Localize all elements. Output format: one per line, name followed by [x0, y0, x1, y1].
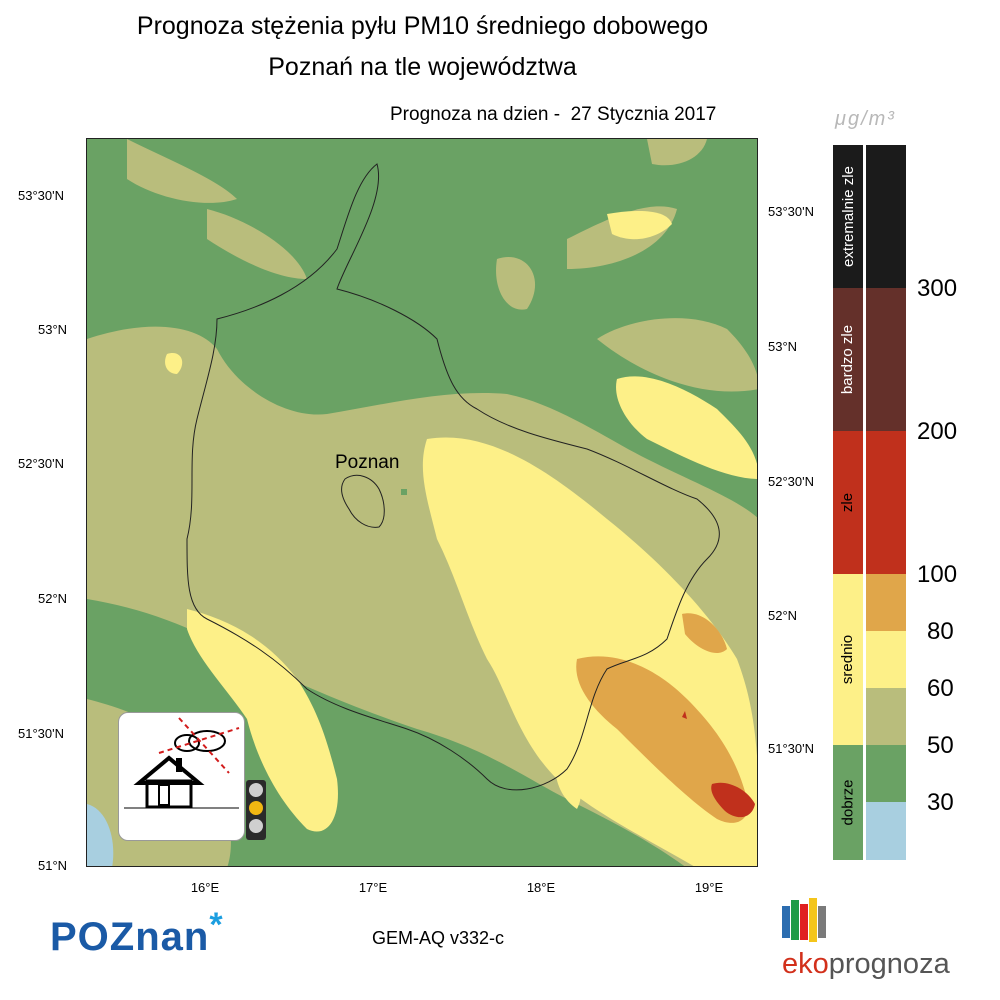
- scale-segment: [866, 688, 906, 745]
- cat-dobrze: dobrze: [833, 745, 863, 860]
- lat-label-left-1: 53°30'N: [18, 188, 64, 203]
- lat-label-right-4: 52°N: [768, 608, 798, 623]
- cat-bardzo-zle: bardzo zle: [833, 288, 863, 431]
- lat-label-right-3: 52°30'N: [768, 474, 814, 489]
- tick-60: 60: [927, 675, 954, 702]
- tick-50: 50: [927, 732, 954, 759]
- traffic-light-icon: [246, 780, 266, 840]
- lat-label-right-5: 51°30'N: [768, 741, 814, 756]
- scale-segment: [866, 574, 906, 631]
- tick-300: 300: [917, 275, 958, 302]
- scale-segment: [866, 802, 906, 860]
- lat-label-right-1: 53°30'N: [768, 204, 814, 219]
- scale-segment: [866, 288, 906, 431]
- tick-80: 80: [927, 618, 954, 645]
- scale-segment: [866, 431, 906, 574]
- scale-bar: [866, 145, 906, 860]
- lat-label-left-3: 52°30'N: [18, 456, 64, 471]
- poznan-city-outline: [341, 474, 385, 528]
- cat-extremalnie-zle: extremalnie zle: [833, 145, 863, 288]
- poznan-logo: POZnan*: [50, 906, 224, 959]
- ekoprognoza-icon: [782, 898, 832, 949]
- model-label: GEM-AQ v332-c: [372, 928, 505, 948]
- cat-zle: zle: [833, 431, 863, 574]
- lon-label-1: 16°E: [190, 880, 220, 895]
- scale-segment: [866, 631, 906, 688]
- zone-red: [682, 711, 755, 818]
- lat-label-left-6: 51°N: [38, 858, 68, 873]
- lat-label-right-2: 53°N: [768, 339, 798, 354]
- city-label: Poznan: [335, 452, 400, 473]
- lat-label-left-4: 52°N: [38, 591, 68, 606]
- lat-label-left-2: 53°N: [38, 322, 68, 337]
- chart-title: Prognoza stężenia pyłu PM10 średniego do…: [136, 12, 709, 40]
- lon-label-3: 18°E: [526, 880, 556, 895]
- water-zone: [87, 804, 114, 866]
- lat-label-left-5: 51°30'N: [18, 726, 64, 741]
- scale-segment: [866, 745, 906, 802]
- cat-srednio: srednio: [833, 574, 863, 745]
- voivodeship-border: [186, 163, 720, 791]
- tick-100: 100: [917, 561, 958, 588]
- zone-orange: [576, 613, 748, 823]
- category-bar: extremalnie zle bardzo zle zle srednio d…: [833, 145, 863, 860]
- forecast-date: Prognoza na dzien - 27 Stycznia 2017: [390, 104, 717, 125]
- ekoprognoza-logo: ekoprognoza: [782, 948, 950, 980]
- city-marker: [401, 489, 407, 495]
- scale-segment: [866, 145, 906, 288]
- unit-label: μg/m³: [835, 108, 896, 130]
- smog-icon: [118, 712, 245, 841]
- chart-subtitle: Poznań na tle województwa: [268, 53, 577, 81]
- lon-label-4: 19°E: [694, 880, 724, 895]
- lon-label-2: 17°E: [358, 880, 388, 895]
- tick-30: 30: [927, 789, 954, 816]
- tick-200: 200: [917, 418, 958, 445]
